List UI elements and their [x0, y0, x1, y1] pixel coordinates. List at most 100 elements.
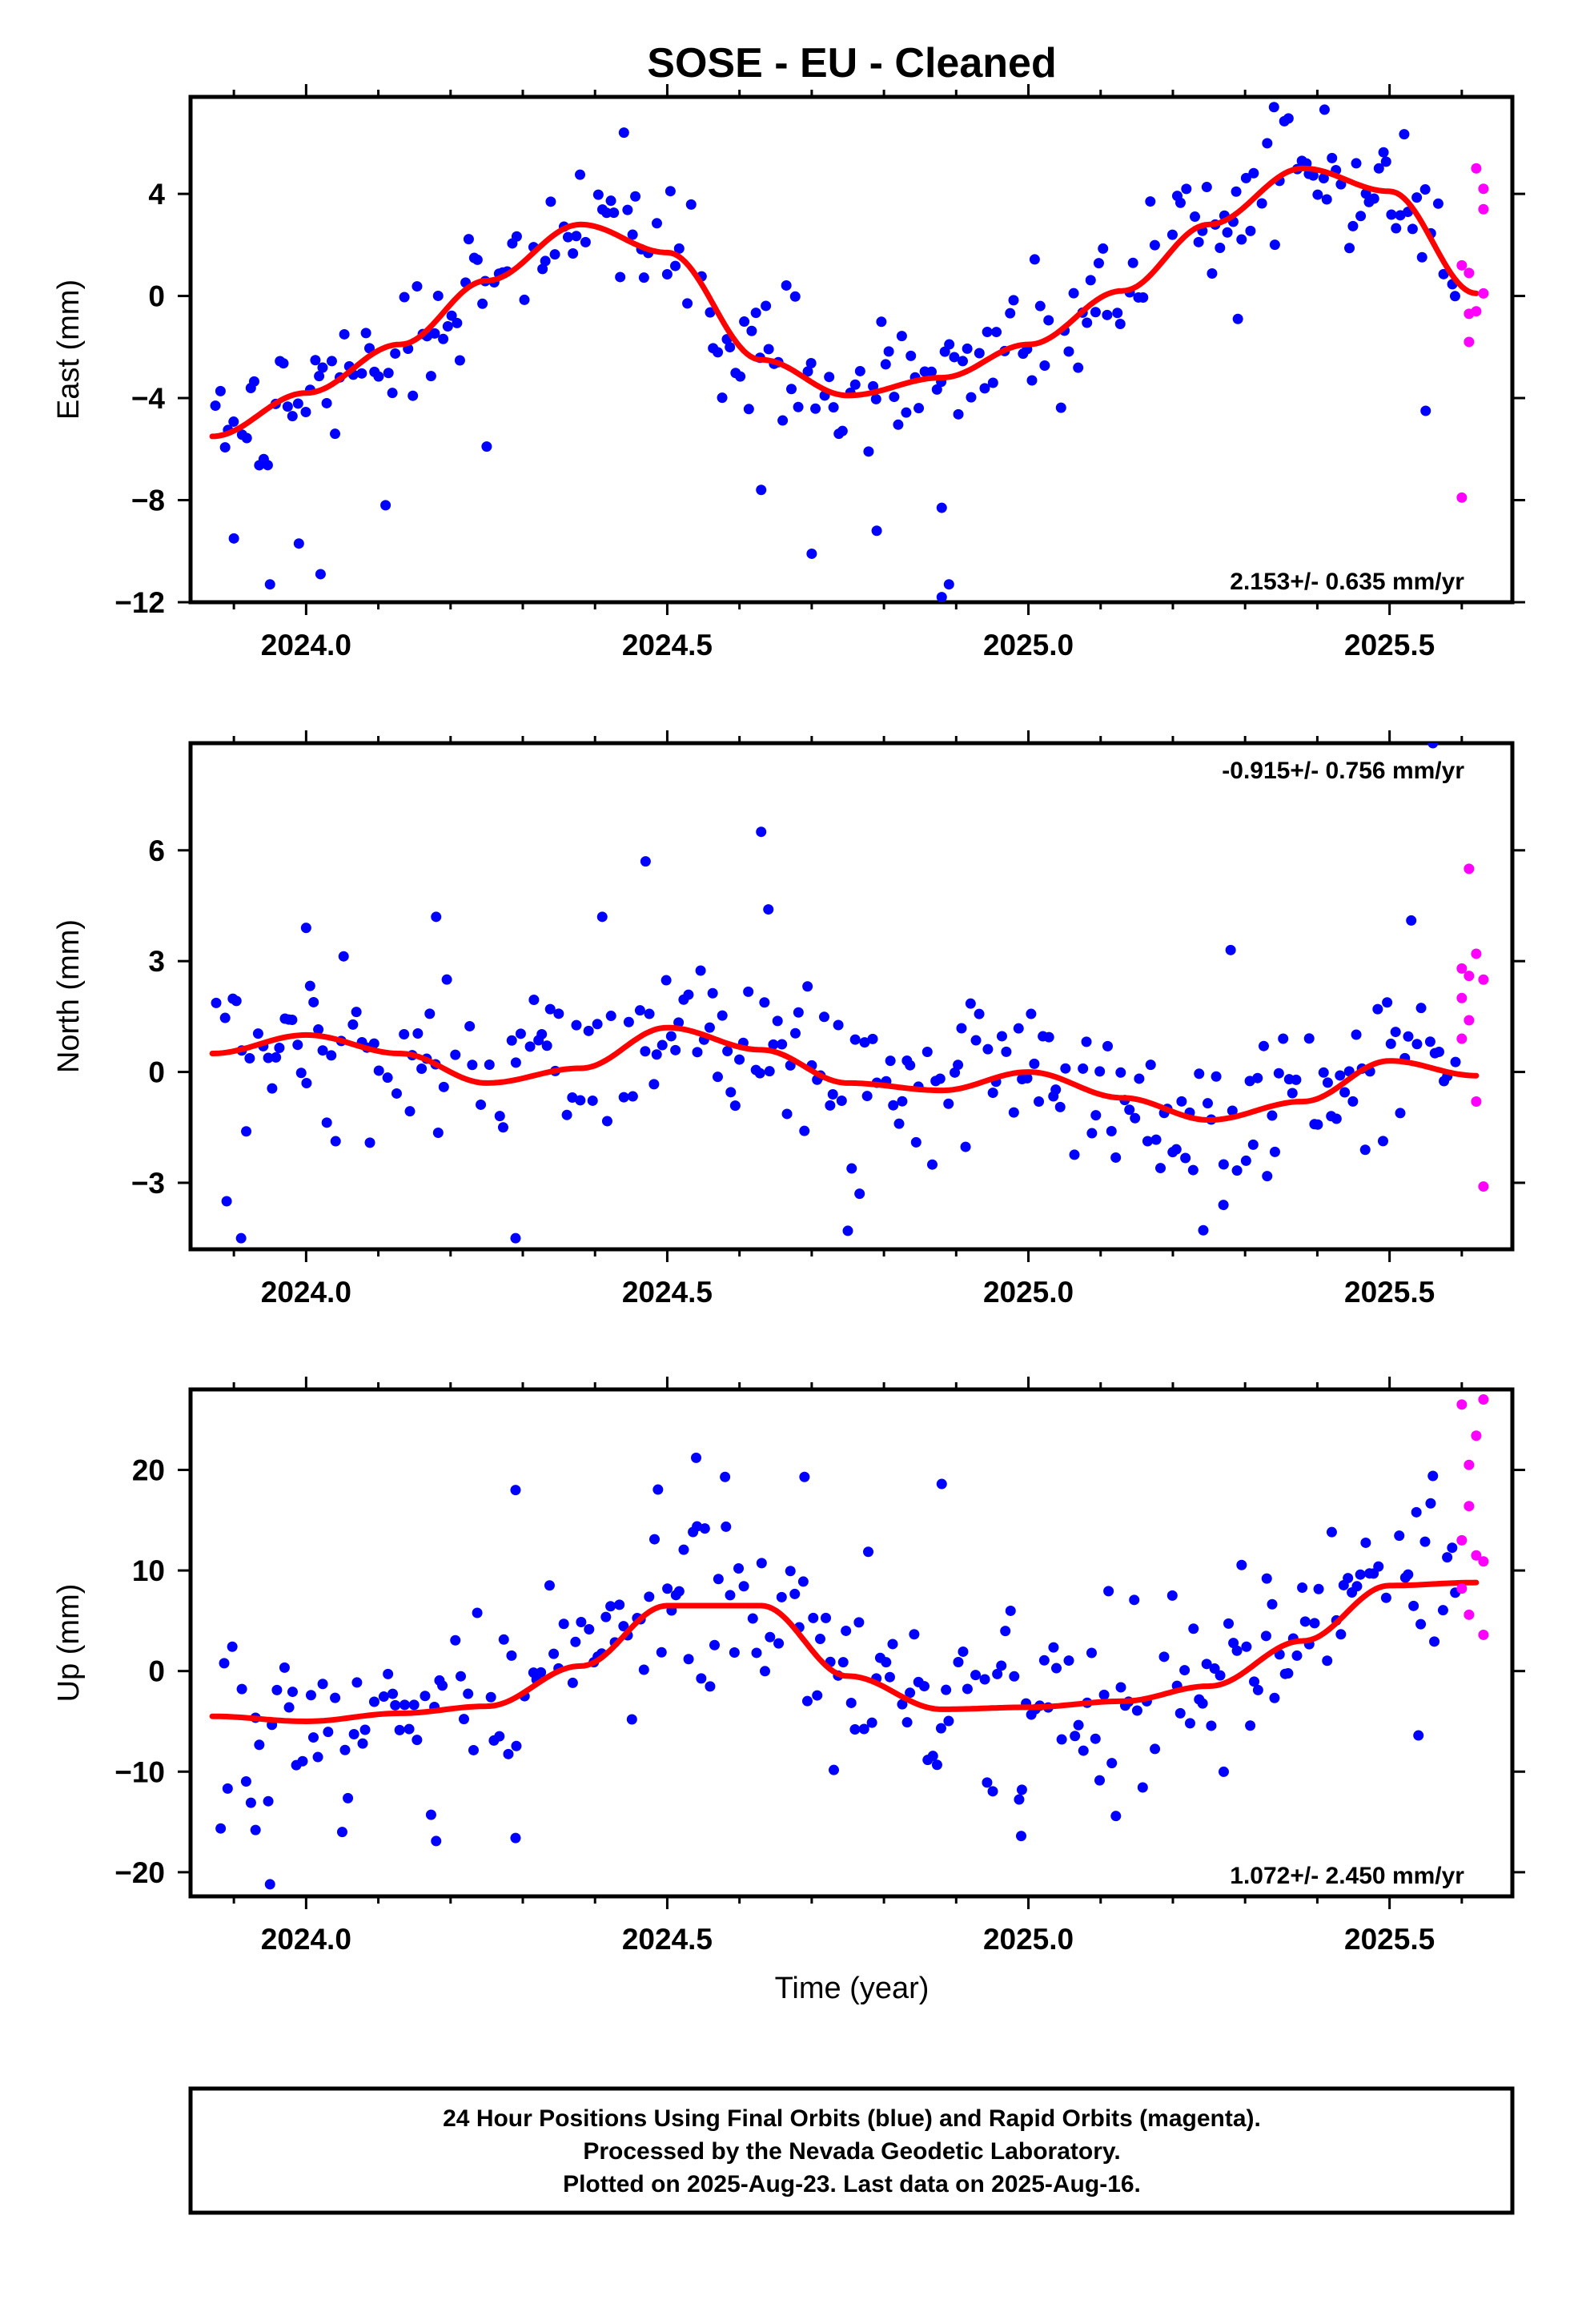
up-x-tick-label: 2024.0: [261, 1923, 351, 1956]
east-final-point: [399, 292, 410, 303]
east-final-point: [383, 368, 394, 379]
up-final-point: [799, 1471, 810, 1482]
up-final-point: [733, 1563, 745, 1574]
up-final-point: [1260, 1630, 1271, 1642]
north-final-point: [789, 1027, 801, 1039]
up-final-point: [368, 1696, 379, 1707]
east-final-point: [781, 279, 792, 291]
north-final-point: [450, 1049, 461, 1060]
up-final-point: [1179, 1665, 1191, 1676]
north-final-point: [729, 1100, 741, 1112]
east-final-point: [1201, 182, 1212, 193]
east-final-point: [805, 358, 817, 369]
north-final-point: [1225, 944, 1236, 955]
north-final-point: [1247, 1139, 1259, 1150]
north-final-point: [1359, 1144, 1371, 1156]
east-final-point: [412, 281, 423, 292]
north-final-point: [1106, 1125, 1117, 1136]
east-final-point: [356, 368, 367, 379]
up-x-tick-label: 2025.5: [1344, 1923, 1435, 1956]
north-final-point: [601, 1116, 612, 1127]
up-final-point: [1158, 1651, 1170, 1663]
east-final-point: [1236, 234, 1247, 245]
up-final-point: [240, 1775, 251, 1787]
east-y-tick-label: −8: [131, 485, 165, 517]
north-final-point: [836, 1095, 847, 1106]
up-final-point: [638, 1664, 649, 1675]
up-final-point: [691, 1452, 702, 1463]
north-final-point: [484, 1059, 495, 1071]
east-final-point: [1231, 186, 1242, 197]
up-rapid-point: [1456, 1534, 1468, 1546]
up-final-point: [219, 1658, 230, 1669]
up-final-point: [887, 1638, 898, 1650]
north-final-point: [665, 1031, 677, 1042]
up-final-point: [1197, 1698, 1208, 1709]
east-final-point: [913, 403, 925, 414]
north-final-point: [1240, 1155, 1251, 1166]
up-final-point: [953, 1656, 964, 1667]
north-final-point: [897, 1096, 908, 1107]
north-final-point: [1043, 1031, 1054, 1043]
up-final-point: [330, 1692, 341, 1703]
north-y-tick-label: 6: [148, 834, 165, 867]
north-final-point: [596, 911, 608, 923]
north-final-point: [267, 1083, 278, 1094]
north-final-point: [1450, 1056, 1461, 1068]
north-final-point: [893, 1118, 905, 1129]
north-final-point: [764, 1066, 775, 1077]
north-final-point: [1155, 1163, 1166, 1174]
up-final-point: [1050, 1663, 1062, 1674]
up-final-point: [845, 1697, 857, 1708]
east-final-point: [210, 400, 221, 412]
east-final-point: [868, 380, 879, 392]
up-final-point: [456, 1671, 467, 1682]
north-final-point: [1029, 1058, 1040, 1069]
north-final-point: [1385, 1038, 1396, 1049]
up-final-point: [506, 1650, 517, 1661]
north-final-point: [1081, 1036, 1092, 1047]
north-final-point: [849, 1034, 861, 1045]
east-final-point: [1268, 102, 1279, 113]
up-final-point: [254, 1739, 265, 1751]
north-final-point: [1054, 1101, 1066, 1112]
east-final-point: [1420, 405, 1431, 416]
east-final-point: [953, 408, 964, 420]
east-y-tick-label: 0: [148, 280, 165, 313]
north-final-point: [956, 1023, 967, 1034]
up-final-point: [881, 1657, 892, 1668]
up-final-point: [359, 1724, 371, 1735]
north-rapid-point: [1478, 1181, 1489, 1192]
up-final-point: [498, 1634, 509, 1645]
east-final-point: [630, 191, 641, 202]
north-final-point: [431, 911, 442, 923]
up-final-point: [1413, 1730, 1424, 1741]
footer-line-2: Processed by the Nevada Geodetic Laborat…: [583, 2138, 1120, 2165]
up-final-point: [992, 1668, 1003, 1679]
up-final-point: [1351, 1581, 1363, 1592]
up-final-point: [485, 1691, 496, 1703]
north-final-point: [960, 1141, 971, 1152]
north-final-point: [1287, 1088, 1298, 1099]
up-rapid-point: [1471, 1550, 1482, 1561]
east-final-point: [761, 300, 772, 312]
north-final-point: [575, 1095, 586, 1106]
east-final-point: [605, 195, 616, 207]
north-final-point: [1102, 1040, 1114, 1051]
north-x-tick-label: 2025.0: [983, 1276, 1074, 1309]
north-final-point: [1013, 1023, 1024, 1034]
up-final-point: [468, 1744, 479, 1755]
east-final-point: [1215, 243, 1226, 254]
north-final-point: [1194, 1068, 1205, 1080]
up-final-point: [958, 1646, 969, 1657]
up-final-point: [1009, 1671, 1020, 1682]
east-final-point: [717, 392, 728, 404]
east-final-point: [896, 331, 907, 342]
up-final-point: [1322, 1655, 1333, 1667]
north-rapid-point: [1471, 1096, 1482, 1107]
north-final-point: [464, 1020, 476, 1031]
up-final-point: [408, 1699, 420, 1711]
east-final-point: [463, 234, 474, 245]
north-rapid-point: [1464, 971, 1475, 982]
north-final-point: [326, 1050, 337, 1061]
